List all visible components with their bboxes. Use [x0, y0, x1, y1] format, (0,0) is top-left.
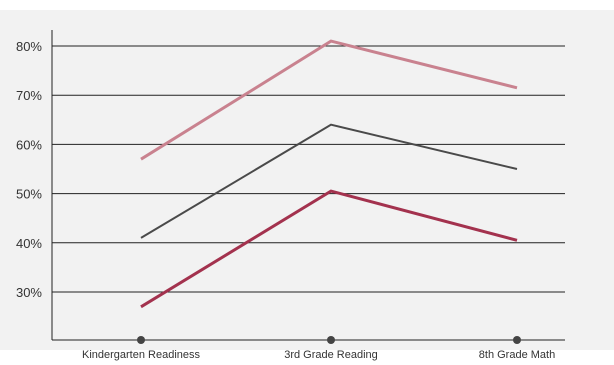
series-line-2 — [140, 123, 518, 239]
x-category-label: Kindergarten Readiness — [82, 349, 201, 361]
gridlines — [52, 45, 565, 293]
axis-labels: 80% 70% 60% 50% 40% 30% Kindergarten Readiness… — [16, 39, 555, 361]
y-tick-label: 50% — [16, 187, 42, 202]
x-category-label: 3rd Grade Reading — [284, 349, 378, 361]
y-tick-label: 80% — [16, 39, 42, 54]
category-markers — [137, 336, 521, 344]
chart-background — [0, 10, 614, 350]
category-marker — [327, 336, 335, 344]
y-tick-label: 40% — [16, 236, 42, 251]
y-tick-label: 30% — [16, 285, 42, 300]
y-tick-label: 70% — [16, 88, 42, 103]
series-lines — [140, 39, 518, 309]
category-marker — [137, 336, 145, 344]
series-line-3 — [140, 189, 518, 309]
x-category-label: 8th Grade Math — [479, 349, 555, 361]
y-tick-label: 60% — [16, 137, 42, 152]
series-line-1 — [140, 39, 518, 161]
category-marker — [513, 336, 521, 344]
